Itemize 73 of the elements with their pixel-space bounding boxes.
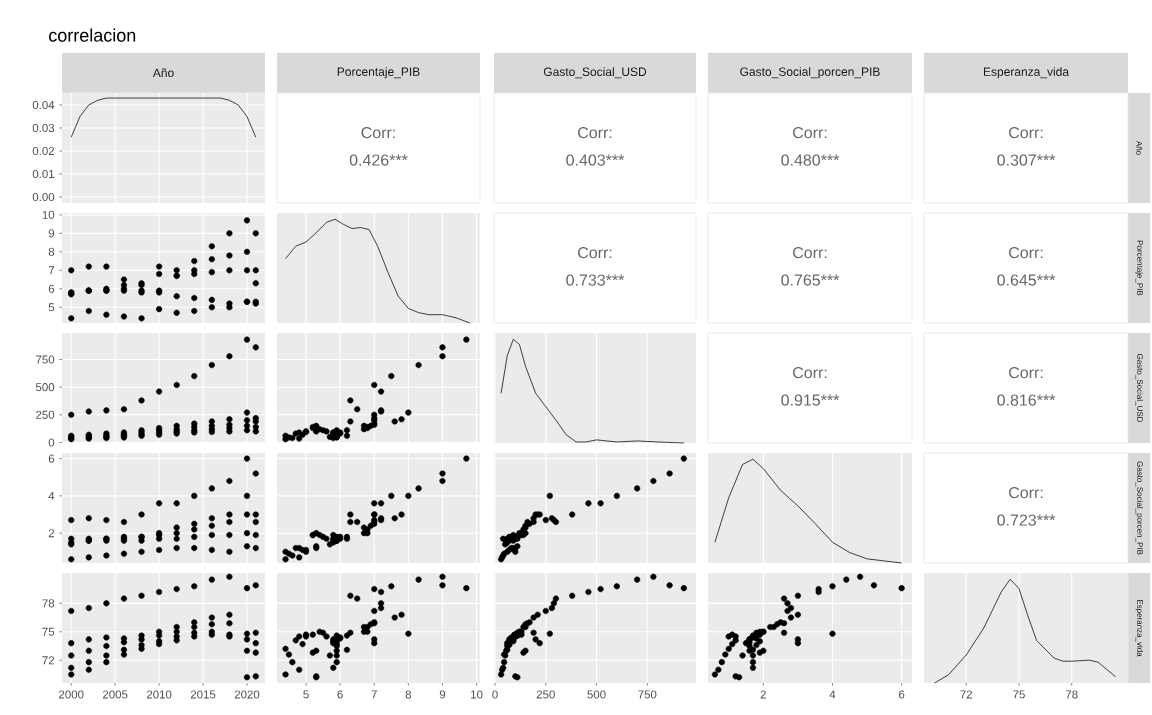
x-tick-label: 250 (536, 690, 555, 699)
x-tick-label: 2010 (146, 690, 172, 699)
x-tick-label: 2015 (190, 690, 216, 699)
y-tick-label: 0.00 (32, 192, 55, 202)
x-tick-label: 78 (1065, 690, 1078, 699)
x-tick-label: 2005 (103, 690, 128, 699)
text: Gasto_Social_USD (543, 67, 647, 79)
y-tick-label: 75 (42, 627, 55, 636)
y-tick-label: 72 (42, 656, 55, 665)
text: 0.733*** (566, 274, 625, 286)
y2-axis-title: Esperanza_vida (1135, 599, 1144, 657)
y-tick-label: 0.04 (32, 100, 55, 110)
text: 0.426*** (349, 154, 408, 166)
y-tick-label: 0.01 (32, 169, 55, 179)
text: Corr: (793, 126, 827, 139)
text: Porcentaje_PIB (1135, 240, 1144, 296)
text: 0.480*** (781, 154, 840, 166)
y-tick-label: 8 (48, 247, 55, 256)
y-tick-label: 7 (48, 266, 55, 275)
x-tick-label: 6 (899, 690, 905, 699)
x-tick-label: 0 (492, 690, 498, 699)
text: Esperanza_vida (983, 67, 1070, 79)
text: Gasto_Social_USD (1135, 353, 1143, 423)
y-tick-label: 250 (36, 410, 55, 419)
y-tick-label: 10 (42, 210, 55, 219)
y-tick-label: 6 (48, 284, 55, 293)
text: Corr: (1009, 486, 1043, 499)
y-tick-label: 5 (48, 303, 55, 312)
y-tick-label: 4 (48, 491, 55, 500)
text: 0.915*** (781, 394, 840, 406)
y-tick-label: 9 (48, 229, 55, 238)
text: Corr: (578, 126, 612, 139)
x-tick-label: 72 (960, 690, 973, 699)
x-tick-label: 2000 (59, 690, 84, 699)
text: 0.723*** (997, 514, 1056, 526)
text: 0.403*** (566, 154, 625, 166)
x-tick-label: 5 (303, 690, 309, 699)
text: Corr: (578, 246, 612, 259)
x-tick-label: 750 (638, 690, 657, 699)
x-tick-label: 2020 (234, 690, 260, 699)
x-tick-label: 9 (439, 690, 446, 699)
text: 0.645*** (997, 274, 1056, 286)
y-tick-label: 78 (42, 599, 55, 608)
y-tick-label: 750 (36, 355, 55, 364)
x-tick-label: 4 (829, 690, 836, 699)
text: Gasto_Social_porcen_PIB (1135, 461, 1144, 555)
text: Corr: (1009, 366, 1043, 379)
text: Corr: (1009, 126, 1043, 139)
text: 0.765*** (781, 274, 840, 286)
text: Gasto_Social_porcen_PIB (740, 67, 880, 79)
text: 0.307*** (997, 154, 1056, 166)
y-tick-label: 0.02 (32, 146, 55, 156)
chart-subtitle: Año (152, 68, 174, 78)
text: 0.816*** (997, 394, 1056, 406)
x-tick-label: 7 (371, 690, 377, 699)
y-tick-label: 0 (48, 438, 55, 447)
text: Corr: (361, 126, 395, 139)
y-tick-label: 2 (48, 529, 55, 538)
text: Corr: (793, 366, 827, 379)
text: Corr: (1009, 246, 1043, 259)
x-tick-label: 500 (587, 690, 606, 699)
x-tick-label: 75 (1013, 690, 1025, 699)
x-tick-label: 10 (471, 690, 483, 699)
text: Porcentaje_PIB (337, 67, 420, 79)
y-tick-label: 0.03 (32, 123, 55, 133)
x-tick-label: 2 (760, 690, 766, 699)
text: Corr: (793, 246, 827, 259)
x-tick-label: 6 (337, 690, 343, 699)
x-tick-label: 8 (405, 690, 412, 699)
chart-title: correlacion (49, 28, 136, 42)
y-tick-label: 500 (35, 383, 55, 392)
text: Año (1136, 140, 1143, 155)
y-tick-label: 6 (48, 454, 55, 463)
